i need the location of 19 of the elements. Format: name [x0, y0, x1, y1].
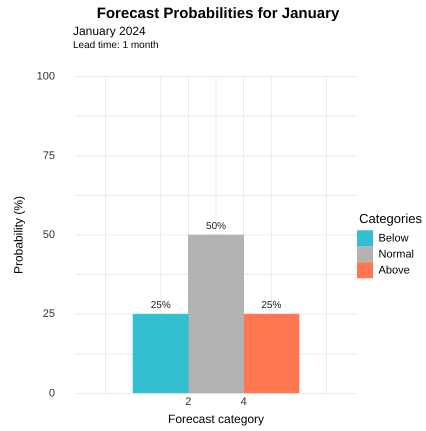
- y-tick-label: 75: [42, 150, 55, 162]
- y-tick-label: 50: [42, 229, 55, 242]
- legend-title: Categories: [359, 210, 422, 226]
- data-label: 25%: [261, 300, 282, 311]
- y-tick-label: 0: [48, 387, 55, 400]
- legend-label: Below: [378, 232, 409, 244]
- data-label: 25%: [150, 300, 171, 311]
- x-tick-label: 2: [185, 396, 192, 408]
- legend-label: Normal: [378, 248, 414, 260]
- legend-label: Above: [378, 264, 410, 276]
- x-axis-title: Forecast category: [168, 412, 264, 426]
- x-tick-label: 4: [240, 396, 247, 408]
- data-label: 50%: [206, 220, 226, 232]
- y-tick-label: 25: [42, 308, 55, 320]
- chart-subtitle: January 2024: [73, 24, 146, 38]
- text: Lead time: 1 month: [73, 40, 159, 51]
- y-axis-title: Probability (%): [12, 196, 26, 274]
- chart-title: Forecast Probabilities for January: [96, 5, 340, 22]
- y-tick-label: 100: [36, 70, 55, 83]
